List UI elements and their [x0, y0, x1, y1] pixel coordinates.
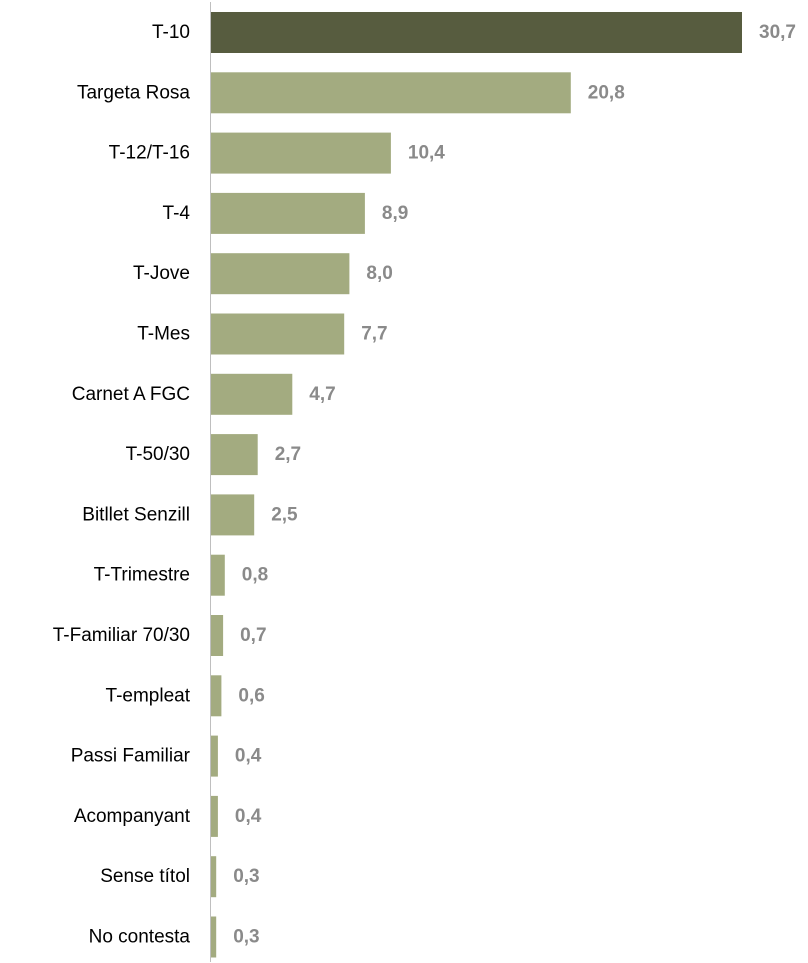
bar-7 — [211, 434, 258, 476]
bar-1 — [211, 72, 571, 114]
category-label-2: T-12/T-16 — [109, 143, 190, 164]
value-label-5: 7,7 — [361, 324, 387, 345]
category-label-7: T-50/30 — [126, 444, 190, 465]
value-label-4: 8,0 — [366, 263, 392, 284]
category-label-1: Targeta Rosa — [77, 82, 190, 103]
value-label-11: 0,6 — [238, 685, 264, 706]
value-label-7: 2,7 — [275, 444, 301, 465]
category-label-4: T-Jove — [133, 263, 190, 284]
bar-6 — [211, 373, 293, 415]
bar-12 — [211, 735, 218, 777]
category-label-15: No contesta — [89, 927, 191, 948]
value-label-2: 10,4 — [408, 143, 445, 164]
bar-13 — [211, 795, 218, 837]
bar-3 — [211, 192, 365, 234]
value-label-13: 0,4 — [235, 806, 262, 827]
value-label-9: 0,8 — [242, 565, 268, 586]
value-label-8: 2,5 — [271, 504, 298, 525]
labels-layer: T-10 30,7 Targeta Rosa 20,8 T-12/T-16 10,4 T-4… — [53, 22, 796, 948]
bar-2 — [211, 132, 391, 174]
category-label-12: Passi Familiar — [71, 746, 191, 767]
bar-4 — [211, 253, 350, 295]
bar-0 — [211, 12, 742, 53]
category-label-13: Acompanyant — [74, 806, 191, 827]
bar-8 — [211, 494, 255, 536]
bar-11 — [211, 675, 222, 717]
category-label-9: T-Trimestre — [94, 565, 190, 586]
bar-14 — [211, 856, 217, 898]
value-label-12: 0,4 — [235, 746, 262, 767]
category-label-0: T-10 — [152, 22, 190, 43]
value-label-0: 30,7 — [759, 22, 796, 43]
value-label-10: 0,7 — [240, 625, 266, 646]
bar-10 — [211, 615, 224, 656]
value-label-15: 0,3 — [233, 927, 259, 948]
category-label-10: T-Familiar 70/30 — [53, 625, 190, 646]
category-label-6: Carnet A FGC — [72, 384, 190, 405]
bars-layer — [211, 12, 742, 958]
value-label-14: 0,3 — [233, 866, 259, 887]
value-label-1: 20,8 — [588, 82, 625, 103]
category-label-3: T-4 — [163, 203, 191, 224]
category-label-14: Sense títol — [100, 866, 190, 887]
category-label-8: Bitllet Senzill — [82, 504, 190, 525]
bar-15 — [211, 916, 217, 958]
value-label-3: 8,9 — [382, 203, 408, 224]
bar-5 — [211, 313, 345, 355]
bar-9 — [211, 554, 225, 596]
category-label-5: T-Mes — [137, 324, 190, 345]
category-label-11: T-empleat — [106, 685, 191, 706]
value-label-6: 4,7 — [309, 384, 335, 405]
